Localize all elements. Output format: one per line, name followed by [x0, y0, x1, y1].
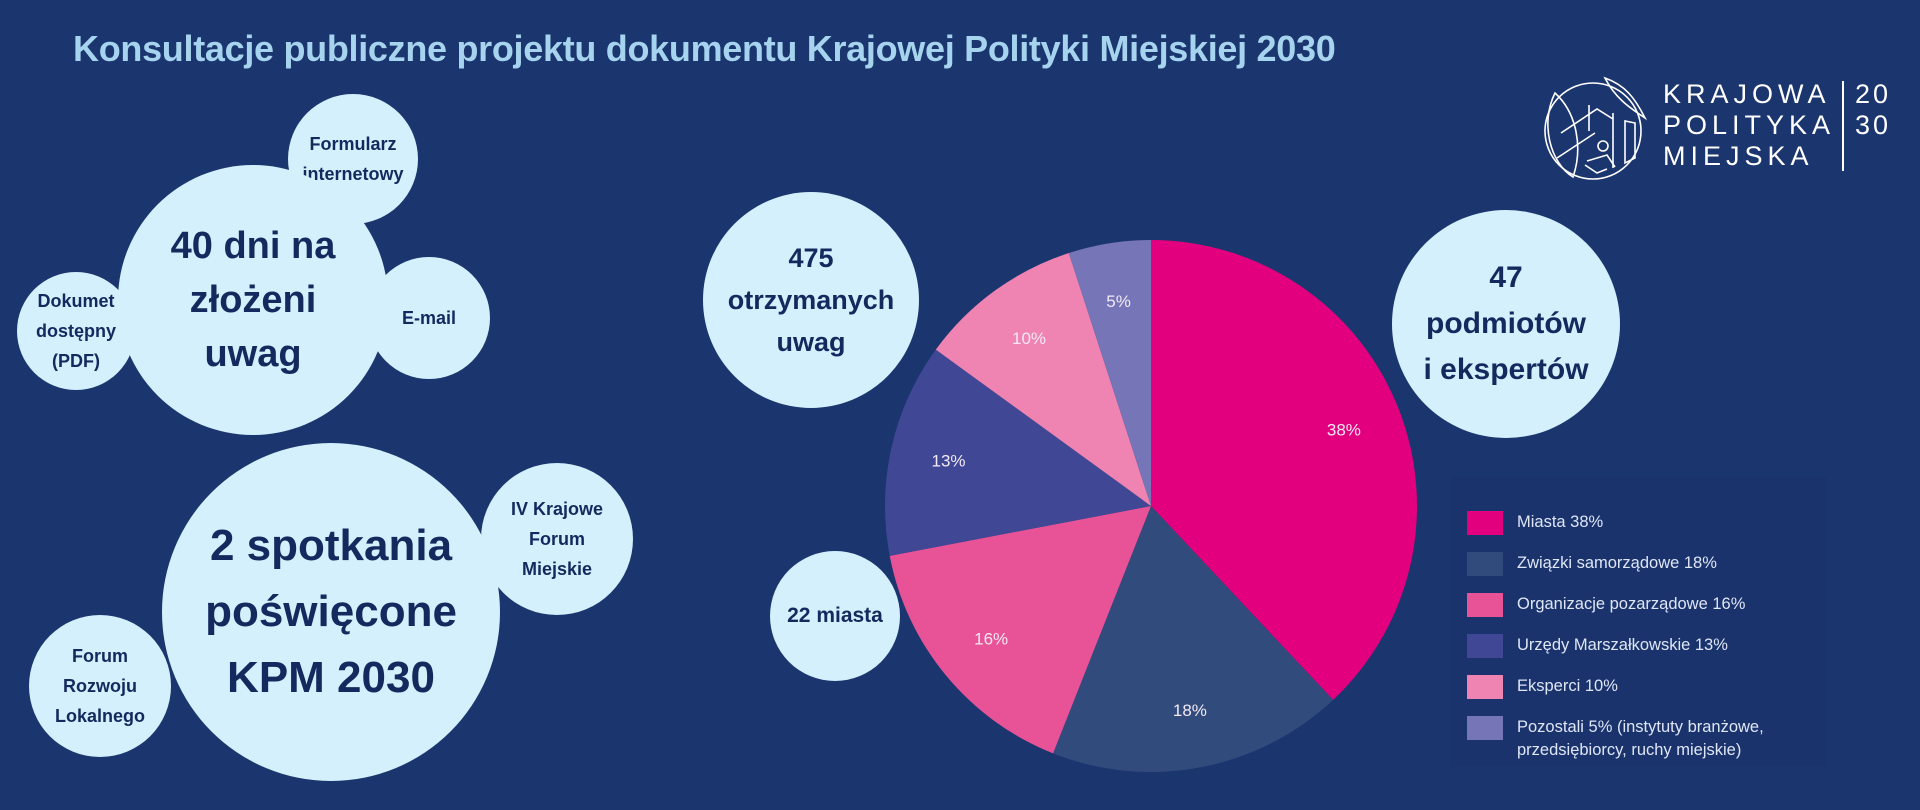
pie-data-label: 18% [1173, 701, 1207, 720]
logo-line: MIEJSKA [1663, 141, 1814, 171]
bubble-entities: 47 podmiotów i ekspertów [1392, 210, 1620, 438]
logo-year: 20 30 [1855, 79, 1891, 141]
bubble-forum-iv: IV Krajowe Forum Miejskie [481, 463, 633, 615]
legend-item: Eksperci 10% [1467, 675, 1817, 699]
bubble-text: uwag [776, 327, 846, 357]
bubble-text: 40 dni na [170, 225, 336, 267]
bubble-text: (PDF) [52, 351, 100, 371]
pie-slice [935, 253, 1151, 506]
bubble-text: Miejskie [521, 559, 593, 579]
logo-year-part: 30 [1855, 110, 1892, 140]
pie-slice [1151, 240, 1417, 700]
pie-data-label: 38% [1327, 421, 1361, 440]
legend-swatch [1467, 511, 1503, 535]
legend-item: Miasta 38% [1467, 511, 1817, 535]
legend-label: Urzędy Marszałkowskie 13% [1517, 636, 1728, 654]
legend-swatch [1467, 716, 1503, 740]
bubble-text: Forum [529, 529, 585, 549]
bubble-cities: 22 miasta [770, 551, 900, 681]
legend-item: Urzędy Marszałkowskie 13% [1467, 634, 1817, 658]
legend-label: Pozostali 5% (instytuty branżowe, przeds… [1517, 718, 1764, 759]
pie-slice [1068, 240, 1151, 506]
bubble-text: dostępny [35, 321, 116, 341]
legend-swatch [1467, 634, 1503, 658]
logo-emblem-icon [1544, 76, 1648, 180]
bubble-days: 40 dni na złożeni uwag [118, 165, 388, 435]
bubble-text: 475 [788, 243, 834, 273]
bubble-text: KPM 2030 [227, 653, 435, 702]
bubble-text: Formularz [309, 134, 397, 154]
pie-slice [1053, 506, 1334, 773]
bubble-text: E-mail [401, 308, 457, 328]
logo-year-part: 20 [1855, 79, 1892, 109]
logo-divider [1842, 81, 1844, 171]
bubble-comments: 475 otrzymanych uwag [703, 192, 919, 408]
pie-slice [889, 506, 1151, 754]
chart-legend: Miasta 38% Związki samorządowe 18% Organiz… [1451, 477, 1826, 767]
bubble-text: i ekspertów [1423, 353, 1589, 386]
legend-swatch [1467, 552, 1503, 576]
legend-item: Związki samorządowe 18% [1467, 552, 1817, 576]
legend-swatch [1467, 593, 1503, 617]
pie-data-label: 10% [1012, 329, 1046, 348]
logo-line: POLITYKA [1663, 110, 1836, 140]
legend-label: Związki samorządowe 18% [1517, 554, 1717, 572]
bubble-text: Rozwoju [63, 676, 137, 696]
bubble-text: internetowy [302, 164, 404, 184]
pie-slice [885, 349, 1151, 556]
pie-data-label: 13% [932, 452, 966, 471]
legend-swatch [1467, 675, 1503, 699]
bubble-text: 47 [1489, 261, 1523, 294]
page-title: Konsultacje publiczne projektu dokumentu… [73, 28, 1336, 69]
legend-label: Miasta 38% [1517, 513, 1604, 531]
bubble-text: złożeni [189, 279, 317, 321]
bubble-text: otrzymanych [727, 285, 895, 315]
bubble-text: Forum [72, 646, 128, 666]
legend-item: Organizacje pozarządowe 16% [1467, 593, 1817, 617]
logo-text: KRAJOWA POLITYKA MIEJSKA [1663, 79, 1835, 172]
legend-item: Pozostali 5% (instytuty branżowe, przeds… [1467, 716, 1817, 762]
bubble-forum-rl: Forum Rozwoju Lokalnego [29, 615, 171, 757]
bubble-text: IV Krajowe [510, 499, 604, 519]
bubble-pdf: Dokumet dostępny (PDF) [17, 272, 135, 390]
bubble-text: uwag [204, 333, 302, 375]
legend-label: Organizacje pozarządowe 16% [1517, 595, 1746, 613]
pie-data-label: 5% [1106, 292, 1131, 311]
bubble-email: E-mail [368, 257, 490, 379]
logo-line: KRAJOWA [1663, 79, 1831, 109]
bubble-text: poświęcone [205, 587, 457, 636]
bubble-text: podmiotów [1426, 307, 1586, 340]
bubble-meetings: 2 spotkania poświęcone KPM 2030 [162, 443, 500, 781]
bubble-text: 22 miasta [787, 604, 883, 627]
bubble-text: Dokumet [37, 291, 115, 311]
kpm-logo: KRAJOWA POLITYKA MIEJSKA 20 30 [1535, 73, 1895, 183]
bubble-text: Lokalnego [54, 706, 145, 726]
bubble-text: 2 spotkania [209, 521, 453, 570]
pie-data-label: 16% [974, 629, 1008, 648]
legend-label: Eksperci 10% [1517, 677, 1618, 695]
